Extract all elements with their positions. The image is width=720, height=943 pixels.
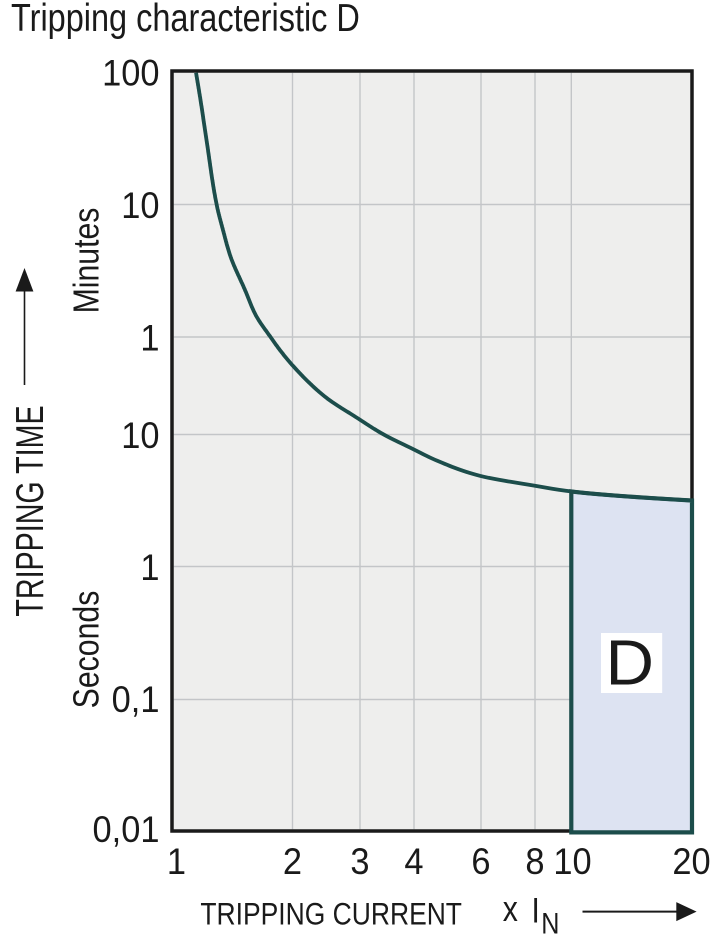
svg-text:0,1: 0,1 xyxy=(112,679,160,720)
svg-text:Seconds: Seconds xyxy=(67,591,107,709)
svg-text:0,01: 0,01 xyxy=(93,809,160,850)
svg-text:10: 10 xyxy=(121,185,159,226)
svg-text:10: 10 xyxy=(553,841,591,882)
svg-text:x: x xyxy=(503,890,518,930)
svg-text:I: I xyxy=(532,890,540,930)
svg-text:1: 1 xyxy=(140,317,159,358)
svg-text:TRIPPING TIME: TRIPPING TIME xyxy=(9,405,52,616)
svg-text:D: D xyxy=(606,627,655,698)
svg-text:Minutes: Minutes xyxy=(67,208,107,314)
svg-text:Tripping characteristic D: Tripping characteristic D xyxy=(11,0,360,39)
svg-text:1: 1 xyxy=(140,547,159,588)
svg-text:N: N xyxy=(541,906,559,940)
svg-text:100: 100 xyxy=(102,52,159,93)
svg-text:20: 20 xyxy=(672,841,710,882)
svg-text:TRIPPING CURRENT: TRIPPING CURRENT xyxy=(200,897,462,932)
svg-text:10: 10 xyxy=(121,415,159,456)
svg-text:6: 6 xyxy=(471,841,490,882)
svg-text:1: 1 xyxy=(167,841,186,882)
svg-text:2: 2 xyxy=(283,841,302,882)
svg-text:3: 3 xyxy=(350,841,369,882)
svg-text:8: 8 xyxy=(525,841,544,882)
svg-text:4: 4 xyxy=(404,841,423,882)
